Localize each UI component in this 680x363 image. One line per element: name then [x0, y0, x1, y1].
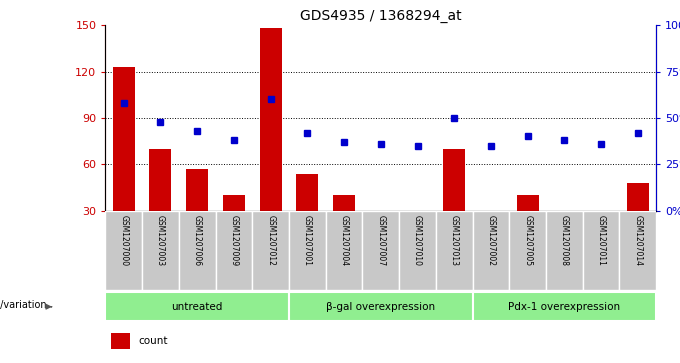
Bar	[473, 211, 509, 290]
Text: GSM1207011: GSM1207011	[596, 215, 606, 265]
Text: β-gal overexpression: β-gal overexpression	[326, 302, 435, 312]
Text: GSM1207006: GSM1207006	[192, 215, 202, 266]
Text: GSM1207001: GSM1207001	[303, 215, 312, 265]
Bar	[480, 211, 502, 213]
Text: GSM1207003: GSM1207003	[156, 215, 165, 266]
Text: count: count	[139, 336, 168, 346]
Bar	[546, 211, 583, 290]
Bar	[252, 211, 289, 290]
Bar	[289, 211, 326, 290]
Title: GDS4935 / 1368294_at: GDS4935 / 1368294_at	[300, 9, 462, 23]
Bar	[142, 211, 179, 290]
Bar	[105, 292, 289, 322]
Bar	[627, 183, 649, 211]
Bar	[296, 174, 318, 211]
Bar	[113, 67, 135, 211]
Bar	[436, 211, 473, 290]
Text: GSM1207010: GSM1207010	[413, 215, 422, 265]
Bar	[333, 195, 355, 211]
Text: untreated: untreated	[171, 302, 223, 312]
Bar	[473, 292, 656, 322]
Bar	[105, 211, 142, 290]
Text: GSM1207005: GSM1207005	[523, 215, 532, 266]
Text: GSM1207013: GSM1207013	[449, 215, 459, 265]
Bar	[326, 211, 362, 290]
Text: GSM1207007: GSM1207007	[376, 215, 386, 266]
Bar	[223, 195, 245, 211]
Text: Pdx-1 overexpression: Pdx-1 overexpression	[509, 302, 620, 312]
Bar	[517, 195, 539, 211]
Bar	[443, 149, 465, 211]
Text: GSM1207000: GSM1207000	[119, 215, 129, 266]
Bar	[111, 333, 130, 349]
Bar	[150, 149, 171, 211]
Text: GSM1207009: GSM1207009	[229, 215, 239, 266]
Bar	[583, 211, 619, 290]
Text: GSM1207008: GSM1207008	[560, 215, 569, 265]
Bar	[289, 292, 473, 322]
Text: GSM1207014: GSM1207014	[633, 215, 643, 265]
Bar	[362, 211, 399, 290]
Text: GSM1207012: GSM1207012	[266, 215, 275, 265]
Bar	[407, 211, 428, 213]
Text: GSM1207004: GSM1207004	[339, 215, 349, 266]
Text: GSM1207002: GSM1207002	[486, 215, 496, 265]
Bar	[590, 211, 612, 213]
Text: genotype/variation: genotype/variation	[0, 300, 48, 310]
Bar	[260, 29, 282, 211]
Bar	[186, 169, 208, 211]
Bar	[399, 211, 436, 290]
Bar	[216, 211, 252, 290]
Bar	[619, 211, 656, 290]
Bar	[179, 211, 216, 290]
Bar	[509, 211, 546, 290]
